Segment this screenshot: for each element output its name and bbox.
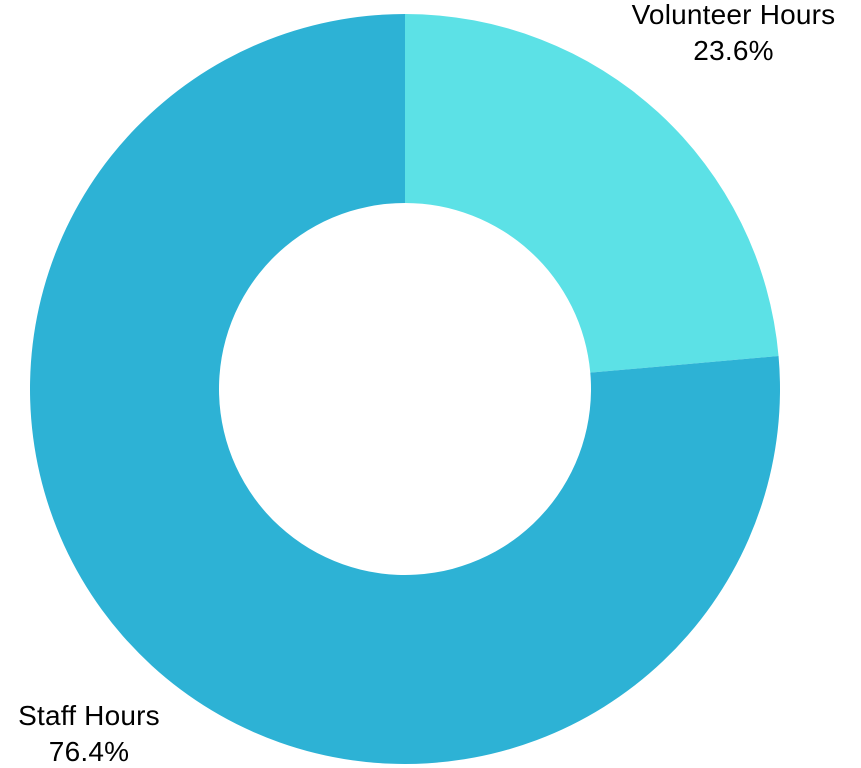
segment-percentage: 23.6% [693,35,774,66]
volunteer-hours-label: Volunteer Hours 23.6% [606,0,861,69]
staff-hours-label: Staff Hours 76.4% [0,698,178,768]
segment-name: Volunteer Hours [631,0,836,30]
segment-name: Staff Hours [18,700,160,731]
donut-segment-volunteer-hours [405,14,779,373]
segment-percentage: 76.4% [48,736,130,767]
donut-segment-staff-hours [29,14,780,765]
